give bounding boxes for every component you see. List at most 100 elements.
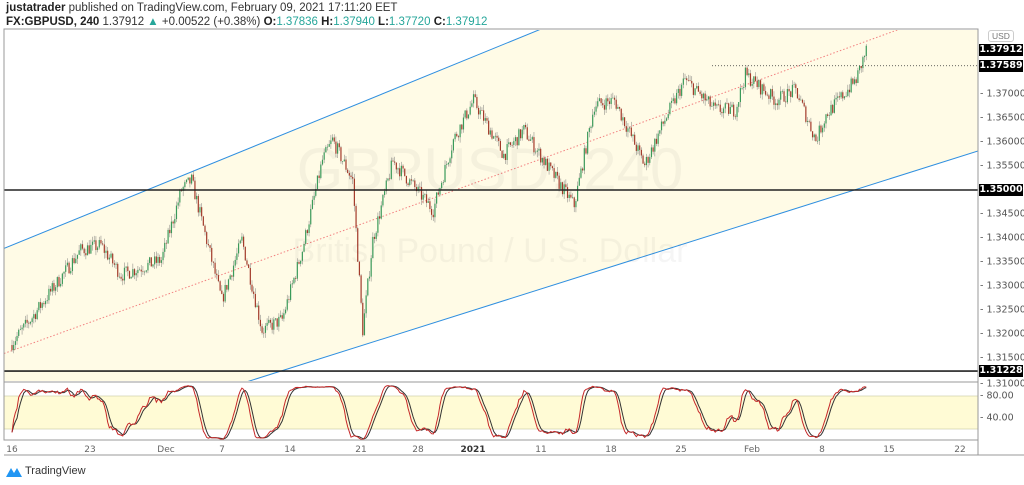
candle-body <box>706 99 708 101</box>
candle-body <box>484 118 486 121</box>
candle-body <box>100 240 102 244</box>
candle-body <box>368 276 371 279</box>
candle-body <box>733 104 735 117</box>
candle-body <box>28 322 30 324</box>
candle-body <box>397 168 399 170</box>
candle-body <box>822 127 824 133</box>
candle-body <box>791 84 794 97</box>
currency-button[interactable]: USD <box>988 30 1014 42</box>
candle-body <box>568 194 570 198</box>
tradingview-logo[interactable]: TradingView <box>6 465 86 477</box>
candle-body <box>526 127 528 140</box>
candle-body <box>607 98 609 102</box>
candle-body <box>644 163 646 166</box>
candle-body <box>506 144 508 160</box>
time-tick-label: 7 <box>219 445 225 455</box>
candle-body <box>325 147 327 153</box>
candle-body <box>583 148 585 171</box>
candle-body <box>852 78 854 84</box>
candle-body <box>154 256 156 265</box>
candle-body <box>284 309 287 314</box>
price-change: +0.00522 (+0.38%) <box>161 16 261 28</box>
candle-body <box>143 271 146 273</box>
candle-body <box>293 277 295 284</box>
candle-body <box>274 318 277 320</box>
symbol[interactable]: FX:GBPUSD, 240 <box>6 16 100 28</box>
candle-body <box>165 242 168 244</box>
candle-body <box>855 79 857 84</box>
candle-body <box>681 84 683 96</box>
chart-frame <box>3 28 979 441</box>
candle-body <box>571 197 574 199</box>
candle-body <box>335 141 337 154</box>
price-tick-label: - 1.32500 <box>980 304 1024 316</box>
candle-body <box>31 318 33 323</box>
candle-body <box>86 245 89 256</box>
candle-body <box>234 259 236 266</box>
candle-body <box>39 302 42 308</box>
candle-body <box>407 183 409 186</box>
candle-body <box>331 137 334 141</box>
candle-body <box>424 194 426 195</box>
candle-body <box>91 241 94 245</box>
candle-body <box>278 316 280 327</box>
candle-body <box>437 192 439 195</box>
candle-body <box>754 76 757 81</box>
candle-body <box>410 179 413 181</box>
publish-info: justatrader published on TradingView.com… <box>6 2 397 15</box>
high-label: H: <box>321 16 334 28</box>
candle-body <box>355 205 357 229</box>
candle-body <box>575 201 577 208</box>
candle-body <box>719 104 721 112</box>
candle-body <box>427 201 429 203</box>
candle-body <box>825 114 827 124</box>
candle-body <box>115 263 117 265</box>
candle-body <box>132 269 134 277</box>
candle-body <box>615 99 617 109</box>
candle-body <box>672 98 674 101</box>
candle-body <box>360 275 362 303</box>
candle-body <box>847 89 849 96</box>
candle-body <box>587 131 589 154</box>
candle-body <box>550 162 552 167</box>
level-price-label: 1.37589 <box>979 59 1023 72</box>
candle-body <box>224 284 226 302</box>
candle-body <box>209 245 211 248</box>
candle-body <box>326 146 329 148</box>
candle-body <box>404 168 406 176</box>
candle-body <box>682 78 684 85</box>
candle-body <box>827 114 829 116</box>
time-tick-label: 21 <box>355 445 367 455</box>
candle-body <box>773 96 775 105</box>
candle-body <box>395 162 397 170</box>
candle-body <box>530 139 532 141</box>
channel-lower-line <box>247 150 978 381</box>
candle-body <box>33 314 35 319</box>
candle-body <box>400 165 402 177</box>
candle-body <box>51 283 53 292</box>
candle-body <box>764 90 767 95</box>
candle-body <box>741 88 743 89</box>
candle-body <box>113 263 115 265</box>
candle-body <box>701 93 703 99</box>
candle-body <box>66 262 68 266</box>
candle-body <box>664 120 666 124</box>
candle-body <box>38 302 40 311</box>
candle-body <box>451 150 453 159</box>
candle-body <box>743 87 745 89</box>
candle-body <box>227 279 230 290</box>
candle-body <box>16 335 18 342</box>
candle-body <box>744 67 747 88</box>
candle-body <box>394 161 396 163</box>
candle-body <box>441 182 443 189</box>
publisher-name[interactable]: justatrader <box>6 2 66 14</box>
candle-body <box>258 305 260 320</box>
candle-body <box>578 177 580 186</box>
candle-body <box>137 269 139 274</box>
candle-body <box>551 166 554 169</box>
candle-body <box>456 133 458 137</box>
candle-body <box>75 258 77 264</box>
candle-body <box>483 110 485 121</box>
candle-body <box>837 96 839 98</box>
